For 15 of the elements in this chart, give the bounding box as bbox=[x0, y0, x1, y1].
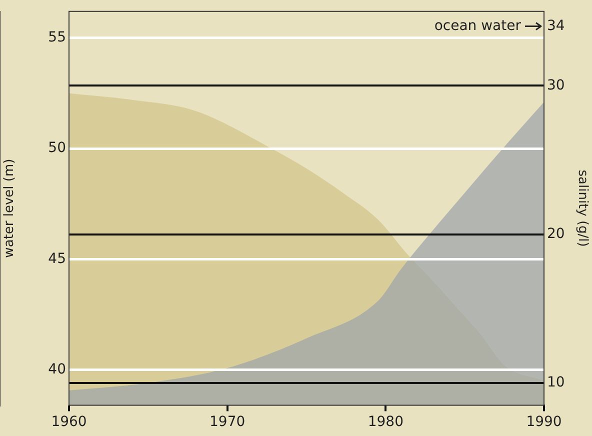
x-tick-label: 1980 bbox=[368, 414, 404, 430]
y-tick-label: 45 bbox=[48, 250, 66, 267]
y2-tick-label: 30 bbox=[547, 77, 565, 94]
x-tick-label: 1970 bbox=[210, 414, 246, 430]
y-axis-title: water level (m) bbox=[2, 158, 18, 258]
y2-tick-label: 20 bbox=[547, 226, 565, 242]
x-tick-label: 1960 bbox=[51, 414, 87, 430]
x-tick-label: 1990 bbox=[526, 414, 562, 430]
ref-line-label: ocean water bbox=[434, 18, 522, 34]
y2-axis-title: salinity (g/l) bbox=[574, 170, 590, 247]
y2-tick-label: 10 bbox=[547, 374, 565, 391]
y2-tick-label: 34 bbox=[547, 18, 565, 34]
y-tick-label: 40 bbox=[48, 361, 66, 378]
y-tick-label: 50 bbox=[48, 140, 66, 156]
y-tick-label: 55 bbox=[48, 30, 66, 46]
